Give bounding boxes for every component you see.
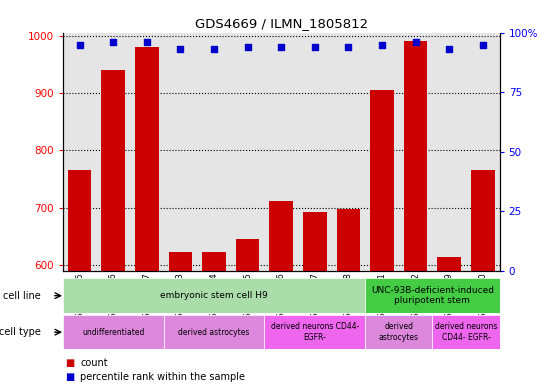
Bar xyxy=(169,252,192,271)
Point xyxy=(243,44,252,50)
Bar xyxy=(471,170,495,271)
Bar xyxy=(264,33,298,271)
Bar xyxy=(164,33,197,271)
Bar xyxy=(135,47,158,271)
Bar xyxy=(370,90,394,271)
Bar xyxy=(399,33,432,271)
Bar xyxy=(331,33,365,271)
Bar xyxy=(164,315,264,349)
Point xyxy=(109,39,117,45)
Point xyxy=(75,41,84,48)
Bar xyxy=(130,33,164,271)
Text: cell type: cell type xyxy=(0,327,41,337)
Bar xyxy=(102,70,125,271)
Bar xyxy=(264,315,365,349)
Point xyxy=(210,46,218,52)
Bar xyxy=(432,315,500,349)
Text: derived astrocytes: derived astrocytes xyxy=(179,328,250,337)
Point xyxy=(411,39,420,45)
Bar xyxy=(197,33,231,271)
Text: undifferentiated: undifferentiated xyxy=(82,328,144,337)
Bar xyxy=(337,209,360,271)
Title: GDS4669 / ILMN_1805812: GDS4669 / ILMN_1805812 xyxy=(194,17,368,30)
Point xyxy=(344,44,353,50)
Bar xyxy=(63,315,164,349)
Bar xyxy=(404,41,428,271)
Bar xyxy=(437,257,461,271)
Bar xyxy=(97,33,130,271)
Bar xyxy=(365,278,500,313)
Point xyxy=(478,41,487,48)
Bar xyxy=(298,33,331,271)
Bar xyxy=(269,201,293,271)
Point xyxy=(378,41,387,48)
Bar xyxy=(63,33,97,271)
Text: UNC-93B-deficient-induced
pluripotent stem: UNC-93B-deficient-induced pluripotent st… xyxy=(371,286,494,305)
Point xyxy=(143,39,151,45)
Point xyxy=(445,46,454,52)
Bar xyxy=(365,315,432,349)
Bar xyxy=(466,33,500,271)
Bar xyxy=(231,33,264,271)
Point xyxy=(277,44,286,50)
Text: embryonic stem cell H9: embryonic stem cell H9 xyxy=(160,291,268,300)
Point xyxy=(176,46,185,52)
Bar xyxy=(202,252,225,271)
Text: derived
astrocytes: derived astrocytes xyxy=(379,323,419,342)
Bar xyxy=(303,212,327,271)
Text: cell line: cell line xyxy=(3,291,41,301)
Text: count: count xyxy=(80,358,108,368)
Text: derived neurons CD44-
EGFR-: derived neurons CD44- EGFR- xyxy=(271,323,359,342)
Bar xyxy=(68,170,91,271)
Point xyxy=(311,44,319,50)
Text: ■: ■ xyxy=(66,358,75,368)
Bar xyxy=(236,239,259,271)
Bar xyxy=(432,33,466,271)
Text: ■: ■ xyxy=(66,372,75,382)
Text: derived neurons
CD44- EGFR-: derived neurons CD44- EGFR- xyxy=(435,323,497,342)
Bar xyxy=(365,33,399,271)
Text: percentile rank within the sample: percentile rank within the sample xyxy=(80,372,245,382)
Bar xyxy=(63,278,365,313)
